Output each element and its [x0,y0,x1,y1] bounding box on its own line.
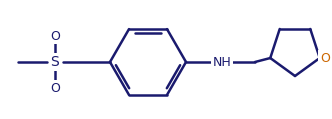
Text: O: O [50,30,60,42]
Text: O: O [320,52,330,64]
Text: NH: NH [212,55,231,69]
Text: S: S [50,55,59,69]
Text: O: O [50,82,60,94]
